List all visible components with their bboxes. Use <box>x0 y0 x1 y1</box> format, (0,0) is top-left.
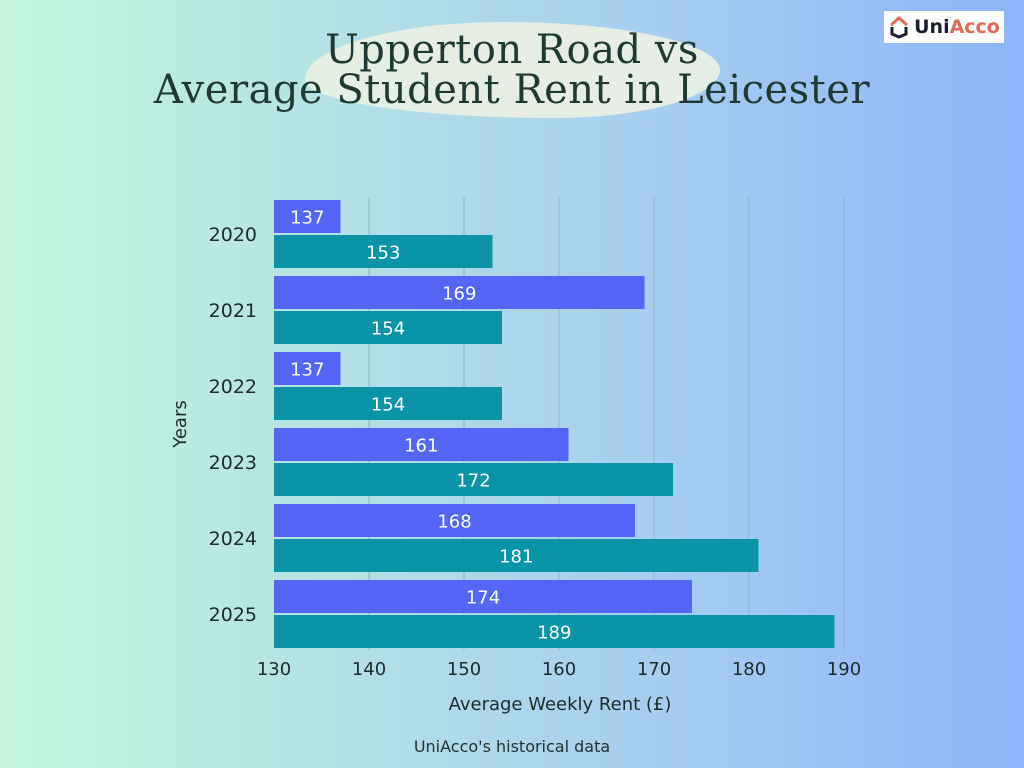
bar <box>274 580 692 613</box>
y-tick-label: 2021 <box>209 300 257 322</box>
title-backdrop <box>305 22 720 118</box>
y-tick-label: 2024 <box>209 528 257 550</box>
y-tick-label: 2023 <box>209 452 257 474</box>
title-line-1: Upperton Road vs <box>325 27 699 73</box>
logo-text: Uni <box>914 16 950 38</box>
data-label: 137 <box>290 208 324 229</box>
bar <box>274 311 502 344</box>
x-axis-label: Average Weekly Rent (£) <box>449 694 672 715</box>
title-line-2: Average Student Rent in Leicester <box>153 67 871 113</box>
data-label: 161 <box>404 436 438 457</box>
logo-text-accent: Acco <box>949 16 1000 38</box>
data-label: 189 <box>537 623 571 644</box>
bar <box>274 504 635 537</box>
data-label: 174 <box>466 588 500 609</box>
x-tick-label: 160 <box>542 659 576 680</box>
data-label: 168 <box>437 512 471 533</box>
bar <box>274 276 645 309</box>
bar <box>274 539 759 572</box>
x-tick-label: 130 <box>257 659 291 680</box>
bar <box>274 352 341 385</box>
chart-title: Upperton Road vs Average Student Rent in… <box>0 30 1024 110</box>
x-tick-label: 140 <box>352 659 386 680</box>
source-note: UniAcco's historical data <box>413 737 611 756</box>
data-label: 181 <box>499 547 533 568</box>
x-tick-label: 190 <box>827 659 861 680</box>
uniacco-logo: UniAcco <box>884 11 1004 43</box>
y-axis-label: Years <box>170 400 191 449</box>
bar <box>274 235 493 268</box>
house-icon <box>890 16 909 39</box>
bar <box>274 200 341 233</box>
x-tick-label: 150 <box>447 659 481 680</box>
data-label: 154 <box>371 395 405 416</box>
x-tick-label: 170 <box>637 659 671 680</box>
x-tick-label: 180 <box>732 659 766 680</box>
bar <box>274 387 502 420</box>
bar <box>274 615 835 648</box>
bar <box>274 463 673 496</box>
bar <box>274 428 569 461</box>
data-label: 172 <box>456 471 490 492</box>
y-tick-label: 2022 <box>209 376 257 398</box>
data-label: 137 <box>290 360 324 381</box>
y-tick-label: 2025 <box>209 604 257 626</box>
y-tick-label: 2020 <box>209 224 257 246</box>
data-label: 169 <box>442 284 476 305</box>
data-label: 154 <box>371 319 405 340</box>
data-label: 153 <box>366 243 400 264</box>
